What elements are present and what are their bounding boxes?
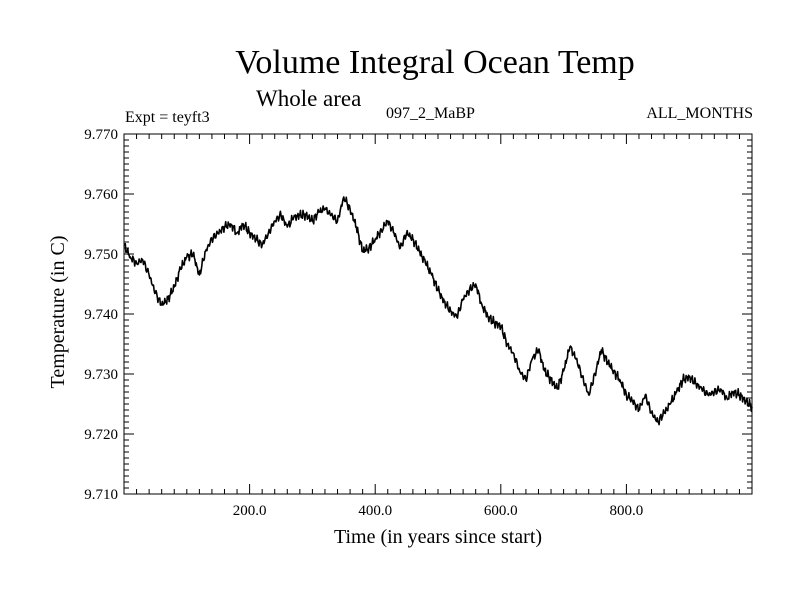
- y-tick-label: 9.770: [84, 127, 118, 143]
- chart-title: Volume Integral Ocean Temp: [235, 44, 635, 81]
- plot-frame: [123, 133, 753, 495]
- y-tick-label: 9.730: [84, 367, 118, 383]
- y-tick-label: 9.720: [84, 427, 118, 443]
- x-tick-label: 600.0: [484, 503, 518, 519]
- x-tick-label: 800.0: [610, 503, 644, 519]
- series-line-teyft3: [123, 196, 753, 426]
- x-axis-label: Time (in years since start): [334, 526, 542, 548]
- y-tick-label: 9.740: [84, 307, 118, 323]
- chart-subtitle: Whole area: [256, 86, 362, 111]
- y-tick-label: 9.750: [84, 247, 118, 263]
- y-tick-label: 9.760: [84, 187, 118, 203]
- months-label: ALL_MONTHS: [646, 105, 753, 122]
- x-tick-label: 200.0: [233, 503, 267, 519]
- x-tick-label: 400.0: [358, 503, 392, 519]
- y-axis-label: Temperature (in C): [47, 236, 69, 389]
- case-label: 097_2_MaBP: [386, 105, 475, 122]
- expt-label: Expt = teyft3: [125, 109, 210, 126]
- y-tick-label: 9.710: [84, 487, 118, 503]
